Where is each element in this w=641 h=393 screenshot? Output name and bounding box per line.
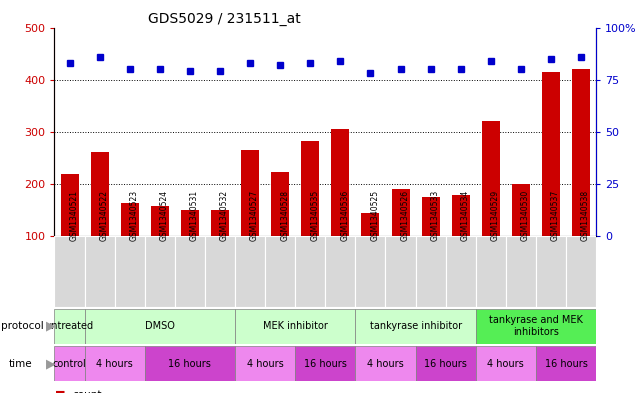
- Text: 4 hours: 4 hours: [96, 358, 133, 369]
- Bar: [235, 346, 296, 381]
- Bar: [506, 236, 536, 307]
- Bar: [422, 197, 440, 236]
- Text: protocol: protocol: [1, 321, 44, 331]
- Bar: [536, 346, 596, 381]
- Bar: [235, 236, 265, 307]
- Bar: [54, 236, 85, 307]
- Bar: [415, 346, 476, 381]
- Text: GSM1340529: GSM1340529: [491, 190, 500, 241]
- Text: GSM1340536: GSM1340536: [340, 190, 349, 241]
- Bar: [542, 72, 560, 236]
- Text: GSM1340534: GSM1340534: [461, 190, 470, 241]
- Bar: [476, 236, 506, 307]
- Text: tankyrase and MEK
inhibitors: tankyrase and MEK inhibitors: [489, 316, 583, 337]
- Bar: [355, 309, 476, 344]
- Text: GSM1340526: GSM1340526: [401, 190, 410, 241]
- Bar: [175, 236, 205, 307]
- Bar: [151, 206, 169, 236]
- Bar: [241, 151, 259, 236]
- Bar: [512, 184, 530, 236]
- Text: 16 hours: 16 hours: [424, 358, 467, 369]
- Bar: [355, 346, 415, 381]
- Text: GSM1340532: GSM1340532: [220, 190, 229, 241]
- Bar: [415, 236, 445, 307]
- Text: ■: ■: [54, 390, 65, 393]
- Text: 4 hours: 4 hours: [247, 358, 283, 369]
- Text: DMSO: DMSO: [145, 321, 175, 331]
- Text: GSM1340537: GSM1340537: [551, 190, 560, 241]
- Text: time: time: [8, 358, 32, 369]
- Bar: [211, 210, 229, 236]
- Text: 16 hours: 16 hours: [545, 358, 587, 369]
- Bar: [85, 346, 145, 381]
- Bar: [385, 236, 415, 307]
- Bar: [265, 236, 296, 307]
- Bar: [296, 236, 326, 307]
- Bar: [115, 236, 145, 307]
- Bar: [326, 236, 355, 307]
- Text: GDS5029 / 231511_at: GDS5029 / 231511_at: [148, 12, 301, 26]
- Text: 16 hours: 16 hours: [304, 358, 347, 369]
- Text: GSM1340521: GSM1340521: [69, 191, 79, 241]
- Text: GSM1340533: GSM1340533: [431, 190, 440, 241]
- Bar: [476, 346, 536, 381]
- Bar: [452, 195, 470, 236]
- Bar: [536, 236, 566, 307]
- Bar: [85, 236, 115, 307]
- Bar: [566, 236, 596, 307]
- Text: untreated: untreated: [46, 321, 94, 331]
- Text: ▶: ▶: [46, 320, 56, 333]
- Bar: [362, 213, 379, 236]
- Bar: [482, 121, 500, 236]
- Text: GSM1340527: GSM1340527: [250, 190, 259, 241]
- Bar: [60, 174, 79, 236]
- Text: GSM1340538: GSM1340538: [581, 190, 590, 241]
- Text: ▶: ▶: [46, 357, 56, 370]
- Bar: [331, 129, 349, 236]
- Bar: [90, 152, 109, 236]
- Text: GSM1340522: GSM1340522: [99, 191, 108, 241]
- Text: GSM1340524: GSM1340524: [160, 190, 169, 241]
- Text: GSM1340525: GSM1340525: [370, 190, 379, 241]
- Bar: [205, 236, 235, 307]
- Bar: [355, 236, 385, 307]
- Bar: [476, 309, 596, 344]
- Text: 16 hours: 16 hours: [169, 358, 212, 369]
- Text: 4 hours: 4 hours: [367, 358, 404, 369]
- Text: control: control: [53, 358, 87, 369]
- Bar: [445, 236, 476, 307]
- Bar: [392, 189, 410, 236]
- Text: MEK inhibitor: MEK inhibitor: [263, 321, 328, 331]
- Bar: [572, 69, 590, 236]
- Text: GSM1340531: GSM1340531: [190, 190, 199, 241]
- Bar: [54, 309, 85, 344]
- Text: count: count: [72, 390, 102, 393]
- Text: 4 hours: 4 hours: [488, 358, 524, 369]
- Bar: [121, 203, 138, 236]
- Text: tankyrase inhibitor: tankyrase inhibitor: [369, 321, 462, 331]
- Bar: [301, 141, 319, 236]
- Bar: [85, 309, 235, 344]
- Text: GSM1340528: GSM1340528: [280, 191, 289, 241]
- Bar: [271, 172, 289, 236]
- Bar: [296, 346, 355, 381]
- Bar: [145, 346, 235, 381]
- Text: GSM1340523: GSM1340523: [129, 190, 138, 241]
- Text: GSM1340530: GSM1340530: [521, 190, 530, 241]
- Bar: [145, 236, 175, 307]
- Bar: [54, 346, 85, 381]
- Text: GSM1340535: GSM1340535: [310, 190, 319, 241]
- Bar: [235, 309, 355, 344]
- Bar: [181, 210, 199, 236]
